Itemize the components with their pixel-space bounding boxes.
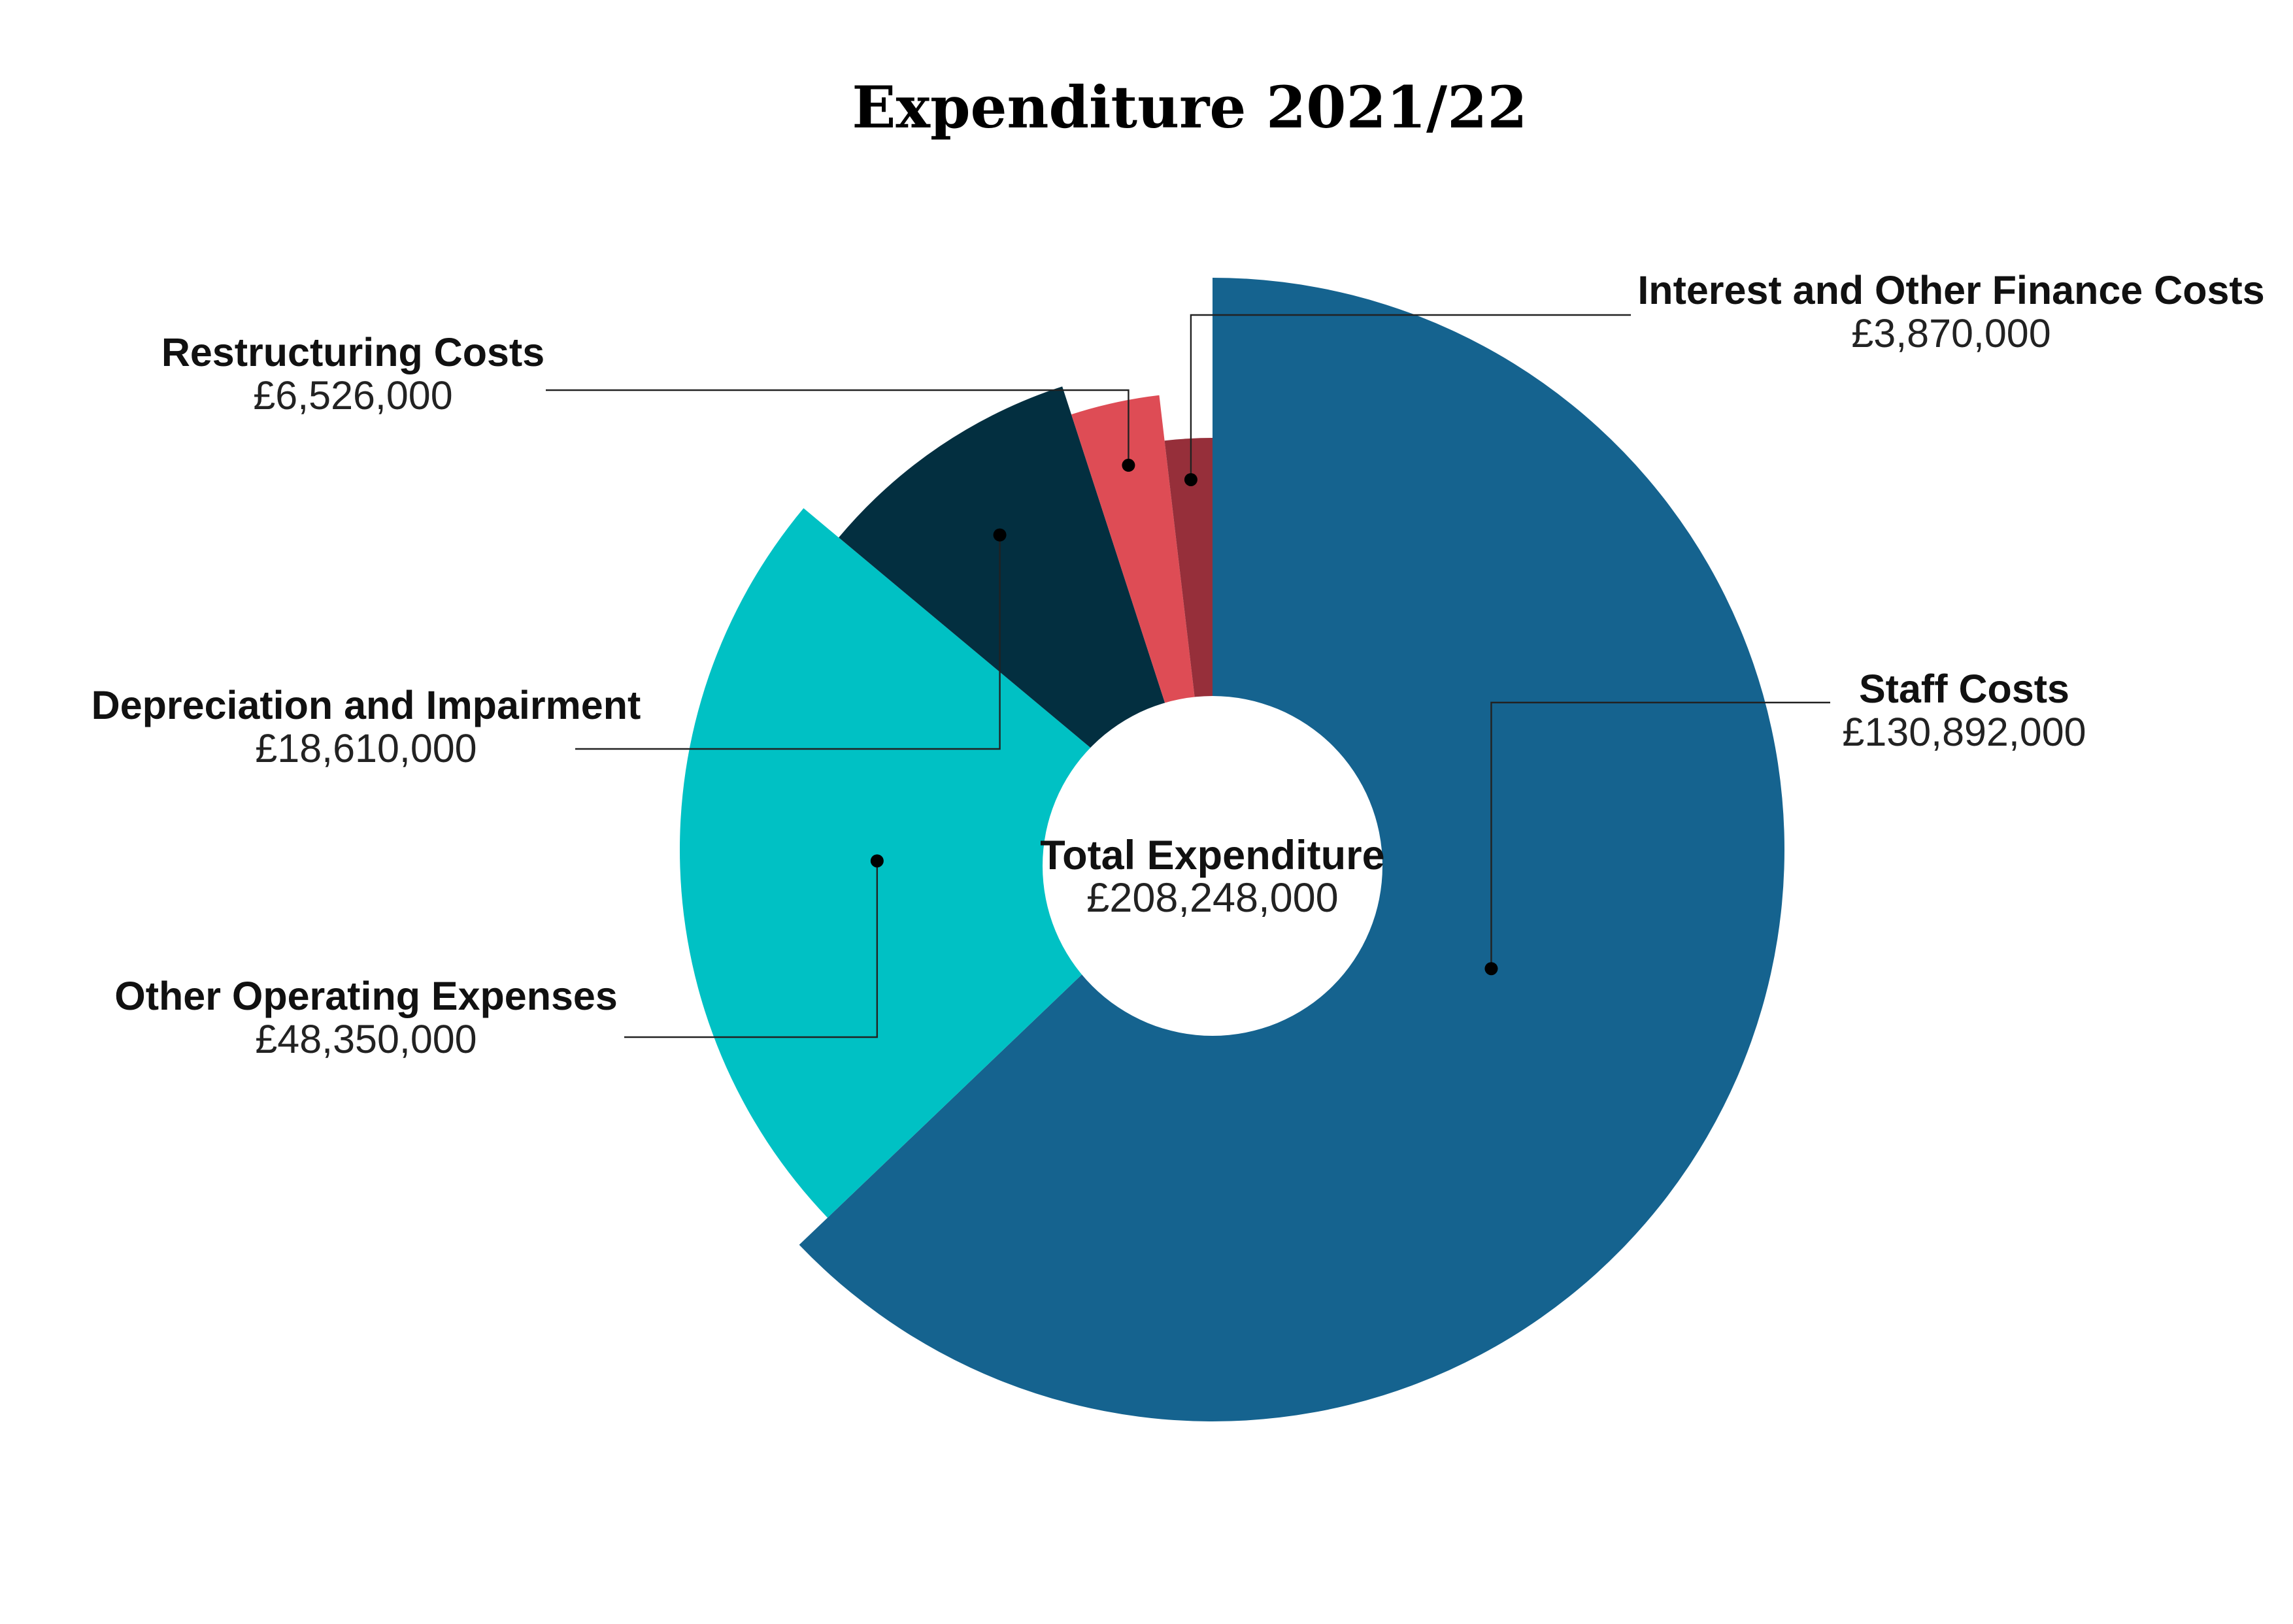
slice-label-restructuring-costs: Restructuring Costs	[161, 330, 544, 374]
leader-dot-interest-and-other-finance-costs	[1184, 472, 1197, 486]
slice-value-other-operating-expenses: £48,350,000	[255, 1017, 477, 1061]
leader-line-depreciation-and-impairment	[575, 535, 1001, 750]
pie-slice-other-operating-expenses	[679, 508, 1213, 1218]
leader-line-staff-costs	[1490, 701, 1830, 969]
chart-title: Expenditure 2021/22	[852, 73, 1527, 141]
slice-value-restructuring-costs: £6,526,000	[253, 373, 452, 418]
center-value: £208,248,000	[1086, 875, 1338, 921]
leader-dot-other-operating-expenses	[870, 854, 884, 868]
leader-dot-staff-costs	[1484, 962, 1498, 976]
leaders-layer	[546, 314, 1830, 1038]
leader-line-other-operating-expenses	[624, 861, 879, 1038]
leader-dot-depreciation-and-impairment	[993, 528, 1007, 542]
leader-line-interest-and-other-finance-costs	[1190, 314, 1631, 480]
slice-value-staff-costs: £130,892,000	[1842, 710, 2086, 754]
slice-label-staff-costs: Staff Costs	[1859, 667, 2069, 711]
slice-value-interest-and-other-finance-costs: £3,870,000	[1851, 311, 2050, 356]
slice-label-other-operating-expenses: Other Operating Expenses	[114, 974, 618, 1018]
center-hole	[1043, 696, 1382, 1036]
leader-line-restructuring-costs	[546, 389, 1130, 465]
slice-label-depreciation-and-impairment: Depreciation and Impairment	[92, 683, 641, 727]
slice-label-interest-and-other-finance-costs: Interest and Other Finance Costs	[1637, 268, 2264, 312]
labels-layer: Staff Costs£130,892,000 Other Operating E…	[92, 268, 2265, 1061]
leader-dot-restructuring-costs	[1122, 458, 1135, 472]
slice-value-depreciation-and-impairment: £18,610,000	[255, 726, 477, 771]
center-label: Total Expenditure	[1040, 833, 1384, 878]
